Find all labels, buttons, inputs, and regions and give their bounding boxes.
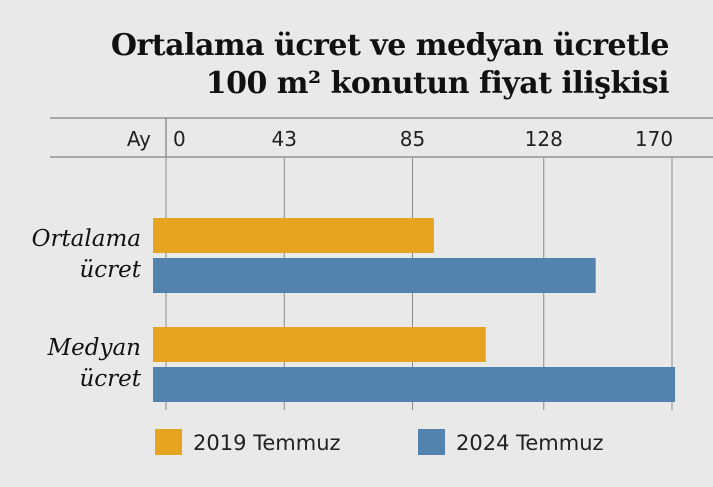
chart-title-line-1: Ortalama ücret ve medyan ücretle <box>110 28 670 63</box>
x-tick-label: 170 <box>635 127 673 151</box>
bar <box>153 258 596 293</box>
x-tick-label: 128 <box>525 127 563 151</box>
x-tick-label: 43 <box>272 127 297 151</box>
legend-label: 2024 Temmuz <box>456 431 604 455</box>
category-label: Ortalama <box>32 226 141 252</box>
bar <box>153 327 486 362</box>
category-label: ücret <box>79 366 141 392</box>
category-label: Medyan <box>47 335 141 361</box>
x-tick-label: 0 <box>173 127 186 151</box>
x-axis-label: Ay <box>127 127 151 151</box>
chart-title-line-2: 100 m² konutun fiyat ilişkisi <box>205 66 670 101</box>
bar <box>153 218 434 253</box>
legend-swatch <box>418 429 445 455</box>
bar <box>153 367 676 402</box>
category-label: ücret <box>79 257 141 283</box>
legend-swatch <box>155 429 182 455</box>
legend-label: 2019 Temmuz <box>193 431 341 455</box>
x-tick-label: 85 <box>400 127 425 151</box>
